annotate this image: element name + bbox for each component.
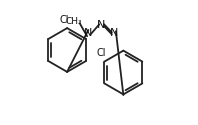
Text: Cl: Cl [59, 15, 69, 25]
Text: N: N [97, 20, 106, 30]
Text: N: N [84, 28, 92, 38]
Text: N: N [110, 28, 118, 38]
Text: Cl: Cl [97, 48, 106, 58]
Text: CH₃: CH₃ [66, 17, 82, 26]
